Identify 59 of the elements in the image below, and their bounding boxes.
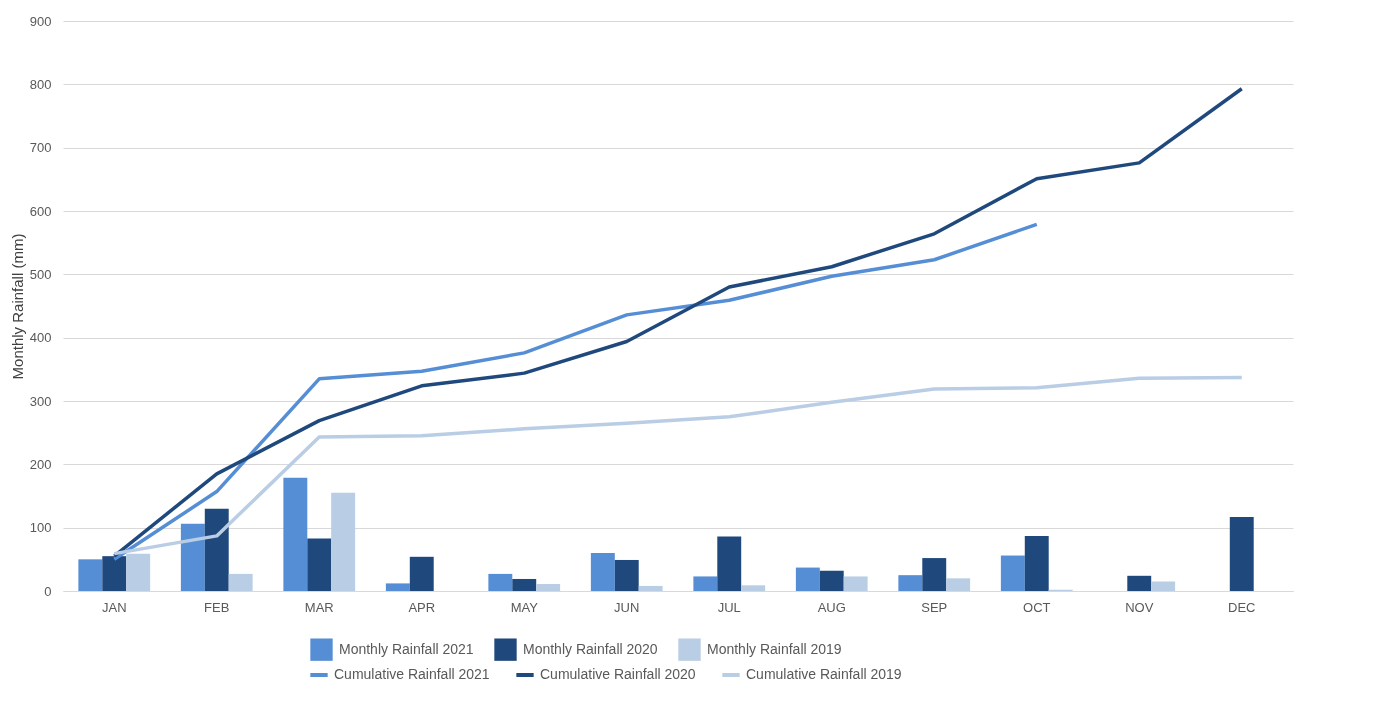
bar (180, 523, 205, 591)
legend-label: Monthly Rainfall 2019 (707, 640, 842, 657)
x-tick-label: JUL (717, 599, 741, 615)
bar (78, 559, 103, 591)
y-tick-label: 900 (29, 13, 52, 29)
bar (228, 573, 253, 591)
bar (946, 578, 971, 591)
legend-label: Cumulative Rainfall 2019 (746, 666, 902, 682)
bar (741, 585, 766, 591)
bar (1127, 575, 1152, 591)
y-tick-label: 800 (29, 76, 52, 92)
bar (1024, 535, 1049, 591)
x-tick-label: NOV (1125, 599, 1154, 615)
y-tick-label: 600 (29, 203, 52, 219)
x-tick-label: MAY (510, 599, 539, 615)
y-tick-label: 200 (29, 456, 52, 472)
x-tick-label: SEP (921, 599, 948, 615)
y-axis-title: Monthly Rainfall (mm) (8, 233, 26, 380)
y-tick-label: 400 (29, 330, 52, 346)
x-tick-label: DEC (1228, 599, 1256, 615)
x-tick-label: FEB (204, 599, 230, 615)
bar (1229, 516, 1254, 591)
bar (590, 553, 615, 591)
legend-label: Monthly Rainfall 2021 (339, 640, 474, 657)
bar (409, 556, 434, 591)
bar (922, 558, 947, 591)
bar (795, 567, 820, 591)
bar (283, 477, 308, 591)
bar (307, 538, 332, 591)
bar (819, 570, 844, 591)
x-tick-label: OCT (1023, 599, 1051, 615)
bar (1151, 581, 1176, 591)
bar (898, 575, 923, 591)
x-tick-label: APR (408, 599, 436, 615)
y-tick-label: 500 (29, 266, 52, 282)
x-tick-label: AUG (817, 599, 846, 615)
legend-label: Cumulative Rainfall 2020 (540, 666, 696, 682)
bar (488, 573, 513, 591)
x-tick-label: JUN (614, 599, 640, 615)
bar (536, 584, 561, 591)
legend-label: Monthly Rainfall 2020 (523, 640, 658, 657)
bar (717, 536, 742, 591)
bar (385, 583, 410, 591)
y-tick-label: 300 (29, 393, 52, 409)
bar (614, 559, 639, 591)
x-tick-label: JAN (101, 599, 127, 615)
bar (843, 576, 868, 591)
line-series (112, 222, 1039, 562)
y-tick-label: 0 (44, 583, 52, 599)
bar (1000, 555, 1025, 591)
x-tick-label: MAR (304, 599, 334, 615)
y-tick-label: 700 (29, 140, 52, 156)
bar (331, 492, 356, 591)
bar (512, 578, 537, 591)
bar (638, 585, 663, 591)
y-tick-label: 100 (29, 520, 52, 536)
bar (693, 576, 718, 591)
bar (204, 508, 229, 591)
legend-label: Cumulative Rainfall 2021 (334, 666, 490, 682)
